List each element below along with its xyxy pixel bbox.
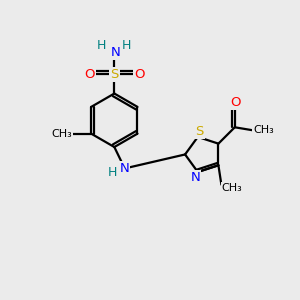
Text: CH₃: CH₃ [51,129,72,139]
Text: CH₃: CH₃ [253,125,274,135]
Text: N: N [119,162,129,175]
Text: S: S [110,68,118,81]
Text: S: S [195,125,203,138]
Text: N: N [110,46,120,59]
Text: O: O [230,96,241,109]
Text: N: N [190,171,200,184]
Text: H: H [108,167,117,179]
Text: H: H [97,39,106,52]
Text: H: H [122,39,131,52]
Text: CH₃: CH₃ [221,183,242,193]
Text: O: O [134,68,145,81]
Text: O: O [84,68,94,81]
